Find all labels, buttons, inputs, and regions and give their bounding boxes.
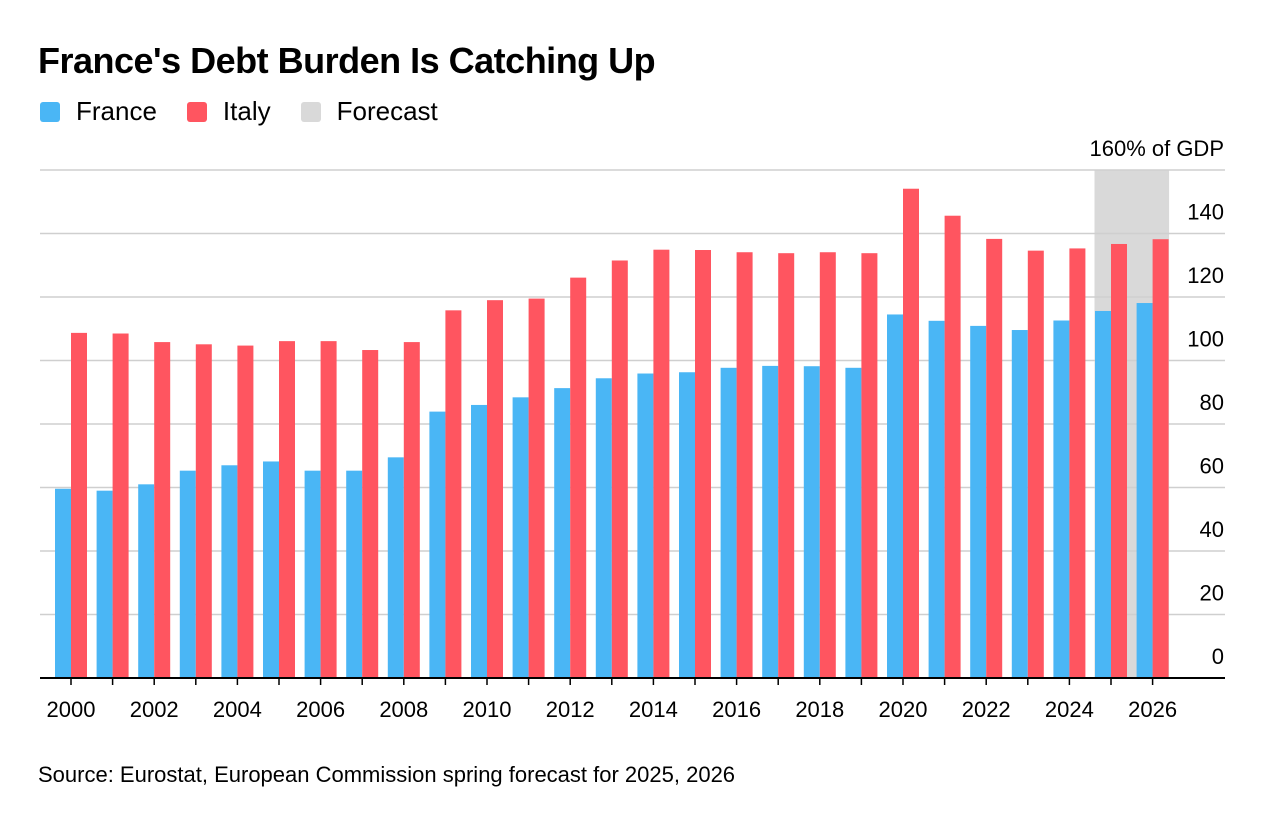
x-tick-label-2006: 2006 bbox=[296, 697, 345, 722]
bar-italy-2019 bbox=[861, 253, 878, 678]
legend-item-france: France bbox=[40, 96, 157, 127]
bar-italy-2013 bbox=[611, 260, 628, 678]
x-tick-label-2008: 2008 bbox=[379, 697, 428, 722]
gridlines bbox=[40, 169, 1225, 616]
bar-italy-2018 bbox=[819, 252, 836, 679]
bar-italy-2011 bbox=[528, 298, 545, 678]
bar-france-2014 bbox=[637, 373, 654, 678]
bar-france-2008 bbox=[387, 457, 404, 678]
bar-france-2002 bbox=[138, 484, 155, 678]
bar-italy-2022 bbox=[986, 238, 1003, 678]
y-tick-label-120: 120 bbox=[1187, 263, 1224, 288]
bar-france-2018 bbox=[803, 366, 820, 678]
legend-item-forecast: Forecast bbox=[300, 96, 438, 127]
legend-swatch-italy bbox=[186, 101, 207, 122]
x-tick-label-2016: 2016 bbox=[712, 697, 761, 722]
bar-italy-2010 bbox=[487, 300, 503, 678]
bar-italy-2000 bbox=[71, 332, 87, 678]
x-tick-label-2004: 2004 bbox=[213, 697, 262, 722]
bar-italy-2005 bbox=[279, 341, 295, 678]
bar-italy-2003 bbox=[195, 344, 212, 678]
bar-italy-2004 bbox=[237, 345, 254, 678]
y-tick-label-0: 0 bbox=[1212, 644, 1224, 669]
x-tick-label-2024: 2024 bbox=[1045, 697, 1094, 722]
bar-italy-2025 bbox=[1111, 243, 1127, 679]
bar-france-2022 bbox=[970, 325, 987, 678]
bar-france-2024 bbox=[1053, 320, 1070, 678]
x-tick-label-2002: 2002 bbox=[130, 697, 179, 722]
bar-italy-2002 bbox=[154, 342, 171, 678]
bar-france-2023 bbox=[1011, 330, 1028, 678]
bar-france-2011 bbox=[512, 397, 529, 678]
bar-france-2003 bbox=[179, 470, 196, 678]
bar-france-2019 bbox=[845, 367, 862, 678]
x-tick-label-2014: 2014 bbox=[629, 697, 678, 722]
bar-italy-2012 bbox=[570, 277, 587, 678]
legend-label-italy: Italy bbox=[222, 96, 271, 126]
bar-france-2000 bbox=[55, 488, 71, 678]
y-tick-label-40: 40 bbox=[1200, 517, 1224, 542]
bar-italy-2006 bbox=[320, 341, 337, 678]
bar-italy-2015 bbox=[695, 250, 711, 678]
bar-france-2020 bbox=[887, 314, 903, 678]
bar-france-2001 bbox=[96, 490, 113, 678]
y-axis-labels: 0 20 40 60 80 100 120 140 bbox=[1187, 200, 1224, 670]
bar-italy-2020 bbox=[903, 188, 919, 679]
bar-italy-2008 bbox=[403, 342, 420, 678]
x-tick-label-2026: 2026 bbox=[1128, 697, 1177, 722]
bar-france-2005 bbox=[263, 461, 279, 678]
x-tick-label-2000: 2000 bbox=[47, 697, 96, 722]
bar-france-2006 bbox=[304, 470, 321, 678]
bar-italy-2017 bbox=[778, 253, 795, 678]
legend-swatch-france bbox=[40, 101, 60, 122]
bar-france-2009 bbox=[429, 411, 446, 678]
bar-italy-2016 bbox=[736, 252, 753, 679]
bar-france-2010 bbox=[471, 404, 487, 678]
bar-france-2017 bbox=[762, 365, 779, 678]
legend-label-forecast: Forecast bbox=[336, 96, 438, 126]
x-tick-label-2020: 2020 bbox=[879, 697, 928, 722]
bar-france-2004 bbox=[221, 465, 238, 678]
bar-italy-2023 bbox=[1027, 250, 1044, 678]
x-tick-label-2012: 2012 bbox=[546, 697, 595, 722]
bar-france-2015 bbox=[679, 372, 695, 678]
y-tick-label-80: 80 bbox=[1200, 390, 1224, 415]
source-note: Source: Eurostat, European Commission sp… bbox=[38, 762, 736, 787]
bar-france-2007 bbox=[346, 470, 363, 678]
x-axis: 2000 2002 2004 2006 2008 2010 2012 2014 2016 2018… bbox=[40, 677, 1225, 722]
bar-france-2026 bbox=[1136, 303, 1153, 678]
bar-italy-2007 bbox=[362, 350, 379, 678]
bar-france-2012 bbox=[554, 388, 571, 678]
legend-item-italy: Italy bbox=[186, 96, 271, 127]
bar-italy-2026 bbox=[1152, 239, 1169, 678]
bar-italy-2014 bbox=[653, 249, 670, 678]
bar-france-2016 bbox=[720, 367, 737, 678]
bars bbox=[55, 188, 1169, 679]
bar-france-2021 bbox=[928, 320, 945, 678]
legend-swatch-forecast bbox=[300, 101, 321, 122]
chart-title: France's Debt Burden Is Catching Up bbox=[38, 40, 656, 81]
legend: France Italy Forecast bbox=[40, 96, 468, 127]
x-tick-label-2022: 2022 bbox=[962, 697, 1011, 722]
legend-label-france: France bbox=[76, 96, 157, 126]
bar-italy-2021 bbox=[944, 215, 961, 678]
y-tick-label-20: 20 bbox=[1200, 581, 1224, 606]
x-tick-label-2010: 2010 bbox=[463, 697, 512, 722]
bar-france-2025 bbox=[1095, 310, 1111, 678]
bar-italy-2024 bbox=[1069, 248, 1086, 679]
y-tick-label-60: 60 bbox=[1200, 454, 1224, 479]
bar-italy-2009 bbox=[445, 310, 462, 678]
y-tick-label-100: 100 bbox=[1187, 327, 1224, 352]
bar-italy-2001 bbox=[112, 333, 129, 678]
x-tick-label-2018: 2018 bbox=[795, 697, 844, 722]
y-tick-label-140: 140 bbox=[1187, 200, 1224, 225]
bar-france-2013 bbox=[595, 378, 612, 678]
y-axis-unit-label: 160% of GDP bbox=[1089, 136, 1224, 161]
